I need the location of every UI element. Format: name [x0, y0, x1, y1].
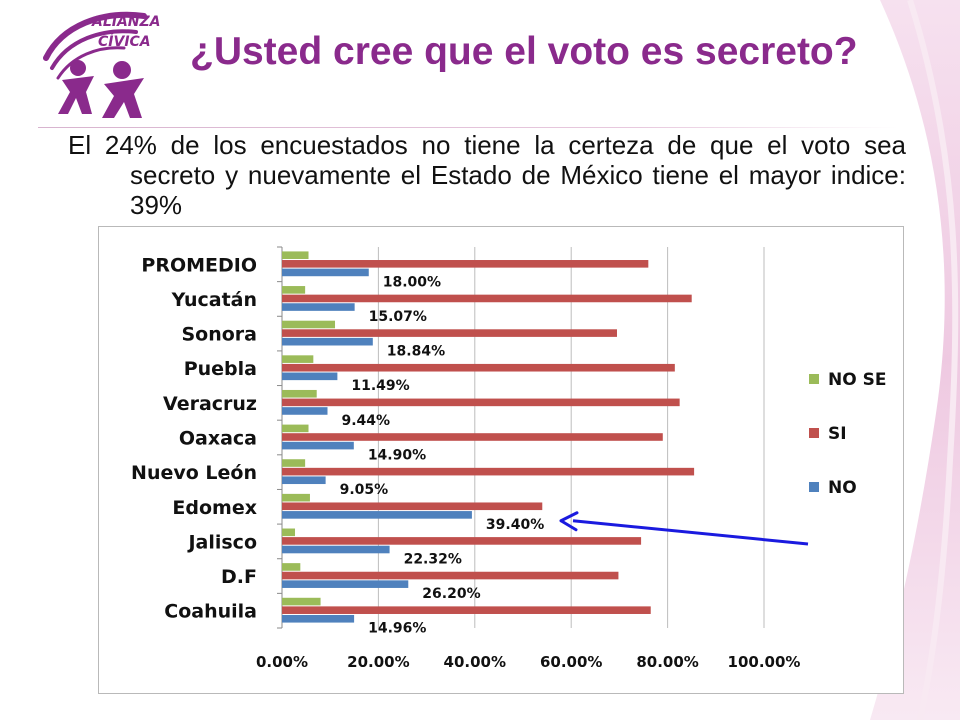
logo-text-top: ALIANZA	[91, 14, 161, 30]
data-label: 11.49%	[351, 378, 409, 394]
category-label: Veracruz	[163, 393, 257, 415]
bar-nose	[282, 389, 317, 398]
legend-swatch	[809, 374, 819, 384]
x-tick-label: 60.00%	[540, 653, 602, 671]
bar-si	[282, 363, 675, 372]
bar-no	[282, 441, 354, 450]
bar-nose	[282, 320, 336, 329]
x-tick-label: 80.00%	[636, 653, 698, 671]
bar-si	[282, 294, 692, 303]
category-label: Puebla	[184, 358, 257, 380]
bar-si	[282, 571, 619, 580]
bar-no	[282, 476, 326, 485]
bar-nose	[282, 493, 310, 502]
category-label: Oaxaca	[179, 428, 257, 450]
data-label: 18.84%	[387, 344, 445, 360]
data-label: 9.44%	[342, 413, 391, 429]
bar-si	[282, 502, 543, 511]
annotation-arrow-head	[559, 511, 579, 532]
category-label: Nuevo León	[131, 462, 257, 484]
category-label: D.F	[221, 566, 257, 588]
bar-nose	[282, 251, 309, 260]
page-title: ¿Usted cree que el voto es secreto?	[190, 30, 858, 73]
data-label: 26.20%	[422, 586, 480, 602]
data-label: 18.00%	[383, 274, 441, 290]
bar-no	[282, 545, 390, 554]
bar-no	[282, 580, 409, 588]
bar-no	[282, 372, 338, 381]
annotation-arrow-shaft	[572, 519, 809, 546]
bar-nose	[282, 563, 301, 571]
chart-frame: 0.00% 20.00% 40.00% 60.00% 80.00% 100.00% PROM…	[98, 226, 904, 694]
bar-no	[282, 614, 355, 623]
body-text: El 24% de los encuestados no tiene la ce…	[68, 130, 906, 220]
bar-nose	[282, 286, 306, 294]
data-label: 14.90%	[368, 448, 426, 464]
category-label: Yucatán	[171, 289, 257, 311]
legend-label: SI	[828, 424, 847, 444]
bar-no	[282, 511, 472, 519]
alianza-civica-logo: ALIANZA CÍVICA	[32, 6, 164, 126]
bar-si	[282, 329, 617, 337]
data-label: 39.40%	[486, 517, 544, 533]
category-label: Edomex	[172, 497, 257, 519]
title-divider	[38, 127, 898, 128]
category-label: Sonora	[181, 324, 257, 346]
bar-no	[282, 268, 369, 277]
bar-si	[282, 398, 680, 407]
bar-nose	[282, 459, 306, 467]
bar-chart: 0.00% 20.00% 40.00% 60.00% 80.00% 100.00% PROM…	[131, 246, 886, 671]
bar-si	[282, 260, 649, 268]
bar-nose	[282, 424, 309, 433]
category-label: Jalisco	[186, 531, 257, 553]
bar-no	[282, 303, 355, 311]
bar-no	[282, 407, 328, 415]
x-tick-label: 100.00%	[728, 653, 801, 671]
data-label: 14.96%	[368, 621, 426, 637]
x-tick-label: 40.00%	[444, 653, 506, 671]
bar-si	[282, 467, 695, 476]
legend-swatch	[809, 482, 819, 492]
legend-label: NO	[828, 478, 857, 498]
legend-swatch	[809, 428, 819, 438]
category-label: Coahuila	[164, 601, 257, 623]
data-label: 15.07%	[369, 309, 427, 325]
data-label: 22.32%	[404, 551, 462, 567]
data-label: 9.05%	[340, 482, 389, 498]
category-label: PROMEDIO	[141, 254, 257, 276]
legend-label: NO SE	[828, 370, 886, 390]
bar-nose	[282, 528, 296, 537]
x-tick-label: 20.00%	[347, 653, 409, 671]
bar-si	[282, 433, 663, 441]
x-tick-label: 0.00%	[256, 653, 308, 671]
bar-si	[282, 537, 642, 545]
bar-nose	[282, 597, 321, 606]
bar-no	[282, 337, 373, 346]
logo-text-bottom: CÍVICA	[98, 33, 151, 50]
bar-nose	[282, 355, 314, 363]
bar-si	[282, 606, 651, 614]
